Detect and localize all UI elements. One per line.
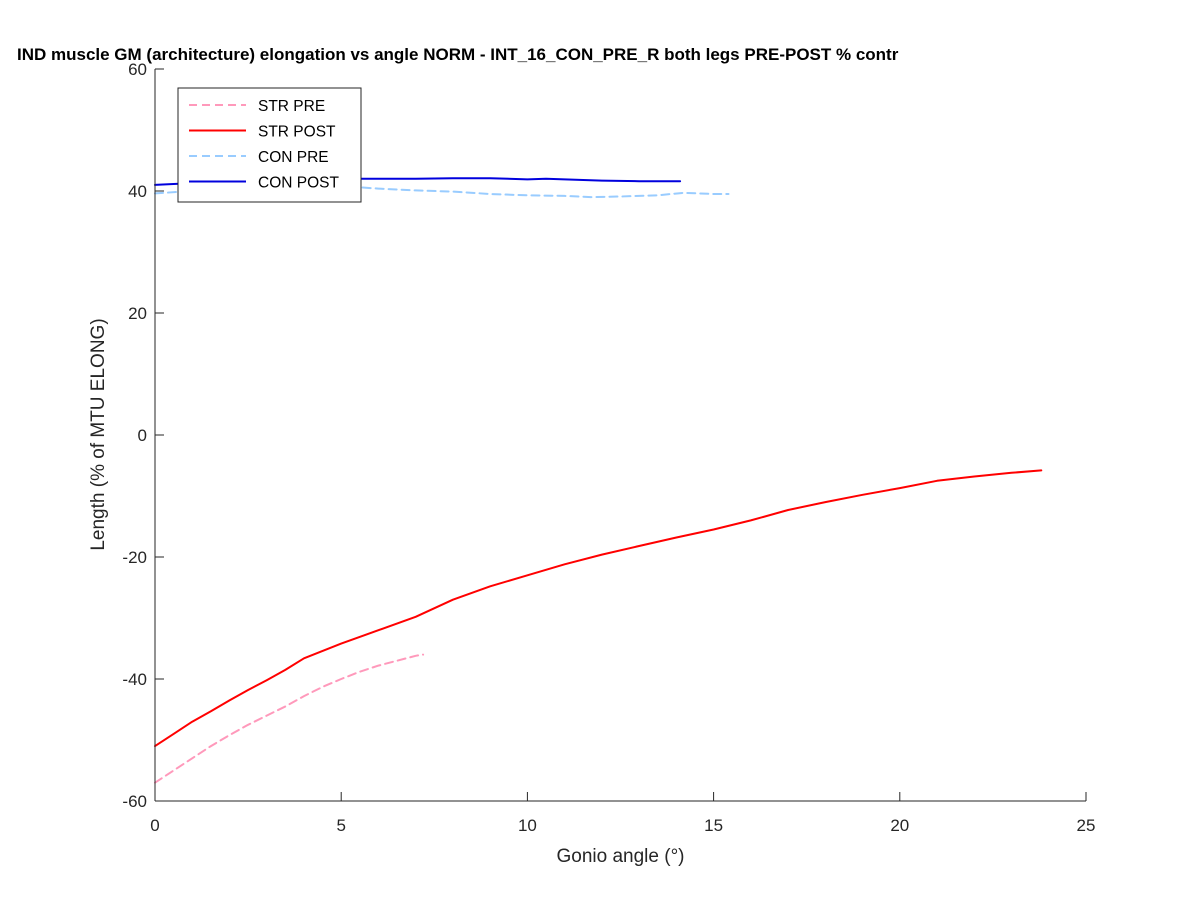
y-tick-label: 60	[128, 60, 147, 79]
axes: 0 5 10 15 20 25 -60 -40 -20 0 20 40 60	[122, 60, 1095, 835]
y-tick-label: -20	[122, 548, 147, 567]
x-tick-label: 25	[1077, 816, 1096, 835]
plot-area	[154, 177, 1043, 784]
x-tick-label: 10	[518, 816, 537, 835]
x-tick-label: 0	[150, 816, 159, 835]
x-tick-label: 5	[336, 816, 345, 835]
y-tick-label: 20	[128, 304, 147, 323]
x-tick-label: 15	[704, 816, 723, 835]
legend-box	[177, 87, 362, 203]
legend-label-str-post: STR POST	[258, 124, 336, 141]
y-tick-label: -40	[122, 670, 147, 689]
x-axis-label: Gonio angle (°)	[557, 846, 685, 867]
chart-title: IND muscle GM (architecture) elongation …	[17, 45, 899, 64]
x-tick-label: 20	[890, 816, 909, 835]
legend-label-str-pre: STR PRE	[258, 98, 325, 115]
legend-label-con-pre: CON PRE	[258, 149, 329, 166]
legend: STR PRE STR POST CON PRE CON POST	[177, 87, 362, 203]
legend-label-con-post: CON POST	[258, 175, 339, 192]
y-tick-label: 0	[138, 426, 147, 445]
series-line-str-pre	[154, 653, 425, 784]
y-axis-label: Length (% of MTU ELONG)	[88, 318, 109, 550]
y-tick-label: -60	[122, 792, 147, 811]
series-line-str-post	[154, 469, 1043, 748]
y-tick-label: 40	[128, 182, 147, 201]
